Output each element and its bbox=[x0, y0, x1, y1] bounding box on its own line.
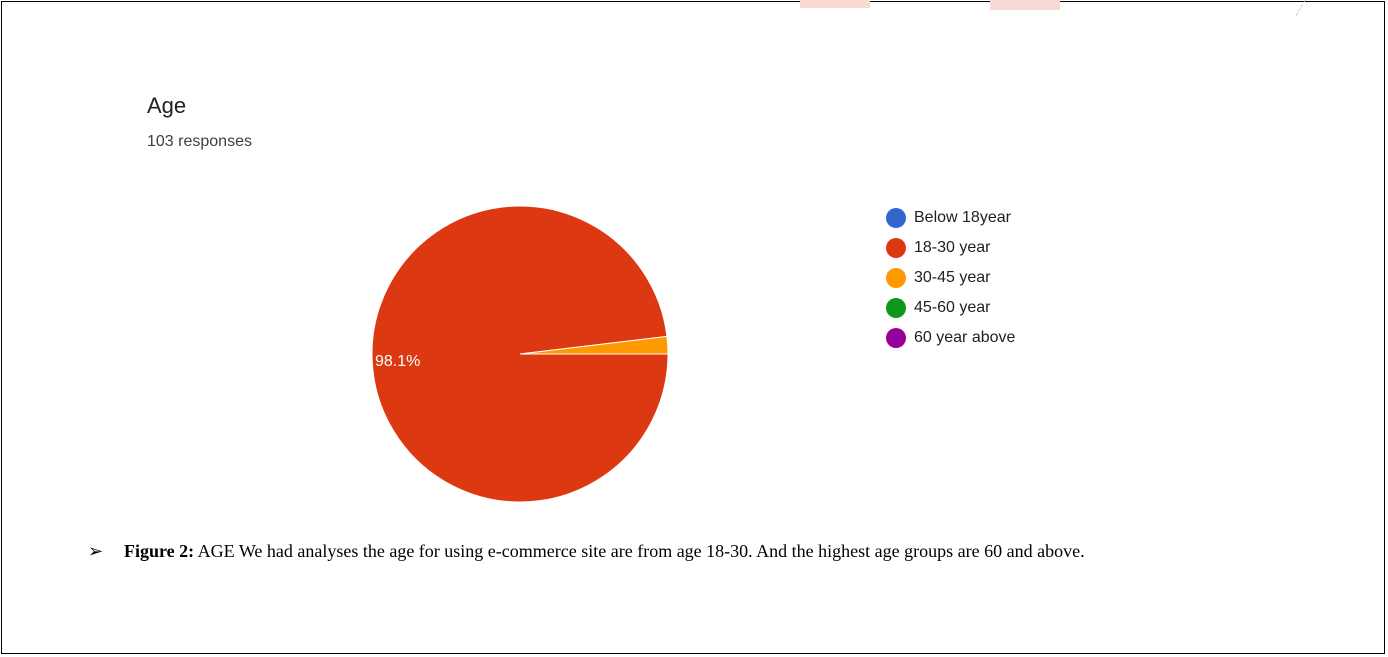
pie-slice-30-45-year bbox=[519, 335, 669, 355]
chart-subtitle: 103 responses bbox=[147, 133, 252, 150]
legend-item: Below 18year bbox=[886, 203, 1015, 233]
caption-text: AGE We had analyses the age for using e-… bbox=[194, 541, 1085, 561]
legend-label: Below 18year bbox=[914, 209, 1011, 226]
legend-swatch-icon bbox=[886, 328, 906, 348]
legend-item: 60 year above bbox=[886, 323, 1015, 353]
chart-legend: Below 18year 18-30 year 30-45 year 45-60 ye… bbox=[886, 203, 1015, 353]
figure-label: Figure 2: bbox=[124, 541, 195, 561]
arrow-bullet-icon: ➢ bbox=[88, 541, 104, 561]
legend-label: 30-45 year bbox=[914, 269, 991, 286]
watermark-fragment bbox=[800, 0, 870, 8]
legend-swatch-icon bbox=[886, 208, 906, 228]
legend-label: 60 year above bbox=[914, 329, 1016, 346]
legend-item: 30-45 year bbox=[886, 263, 1015, 293]
legend-swatch-icon bbox=[886, 238, 906, 258]
legend-label: 18-30 year bbox=[914, 239, 991, 256]
legend-item: 18-30 year bbox=[886, 233, 1015, 263]
pie-data-label: 98.1% bbox=[375, 353, 420, 370]
legend-item: 45-60 year bbox=[886, 293, 1015, 323]
legend-swatch-icon bbox=[886, 298, 906, 318]
figure-caption: ➢ Figure 2: AGE We had analyses the age … bbox=[88, 538, 1358, 564]
chart-title: Age bbox=[147, 93, 187, 118]
legend-swatch-icon bbox=[886, 268, 906, 288]
legend-label: 45-60 year bbox=[914, 299, 991, 316]
watermark-fragment bbox=[990, 0, 1060, 10]
